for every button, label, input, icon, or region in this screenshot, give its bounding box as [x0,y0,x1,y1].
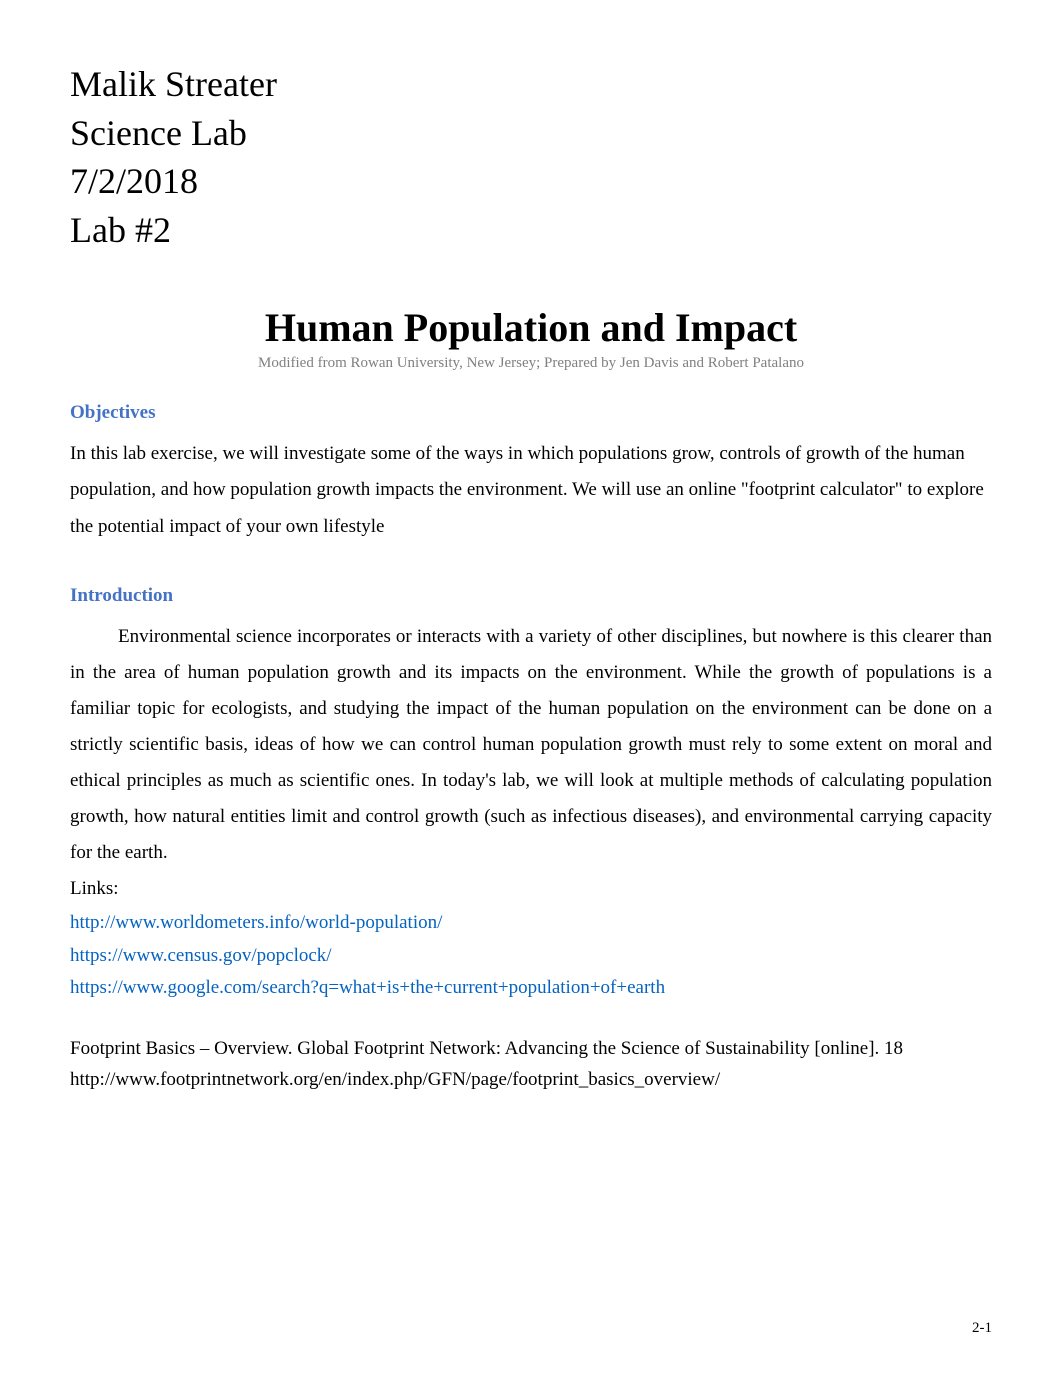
link-google-search[interactable]: https://www.google.com/search?q=what+is+… [70,972,992,1004]
student-name: Malik Streater [70,60,992,109]
lab-number: Lab #2 [70,206,992,255]
footprint-reference: Footprint Basics – Overview. Global Foot… [70,1034,992,1095]
attribution-text: Modified from Rowan University, New Jers… [70,355,992,372]
document-header: Malik Streater Science Lab 7/2/2018 Lab … [70,60,992,254]
footprint-line-2: http://www.footprintnetwork.org/en/index… [70,1065,992,1095]
objectives-text: In this lab exercise, we will investigat… [70,436,992,544]
objectives-heading: Objectives [70,402,992,424]
footprint-line-1: Footprint Basics – Overview. Global Foot… [70,1034,992,1064]
document-date: 7/2/2018 [70,157,992,206]
links-label: Links: [70,871,992,907]
link-worldometers[interactable]: http://www.worldometers.info/world-popul… [70,907,992,939]
introduction-text: Environmental science incorporates or in… [70,619,992,872]
document-title: Human Population and Impact [70,304,992,351]
link-census[interactable]: https://www.census.gov/popclock/ [70,940,992,972]
page-number: 2-1 [972,1320,992,1337]
course-name: Science Lab [70,109,992,158]
introduction-heading: Introduction [70,585,992,607]
